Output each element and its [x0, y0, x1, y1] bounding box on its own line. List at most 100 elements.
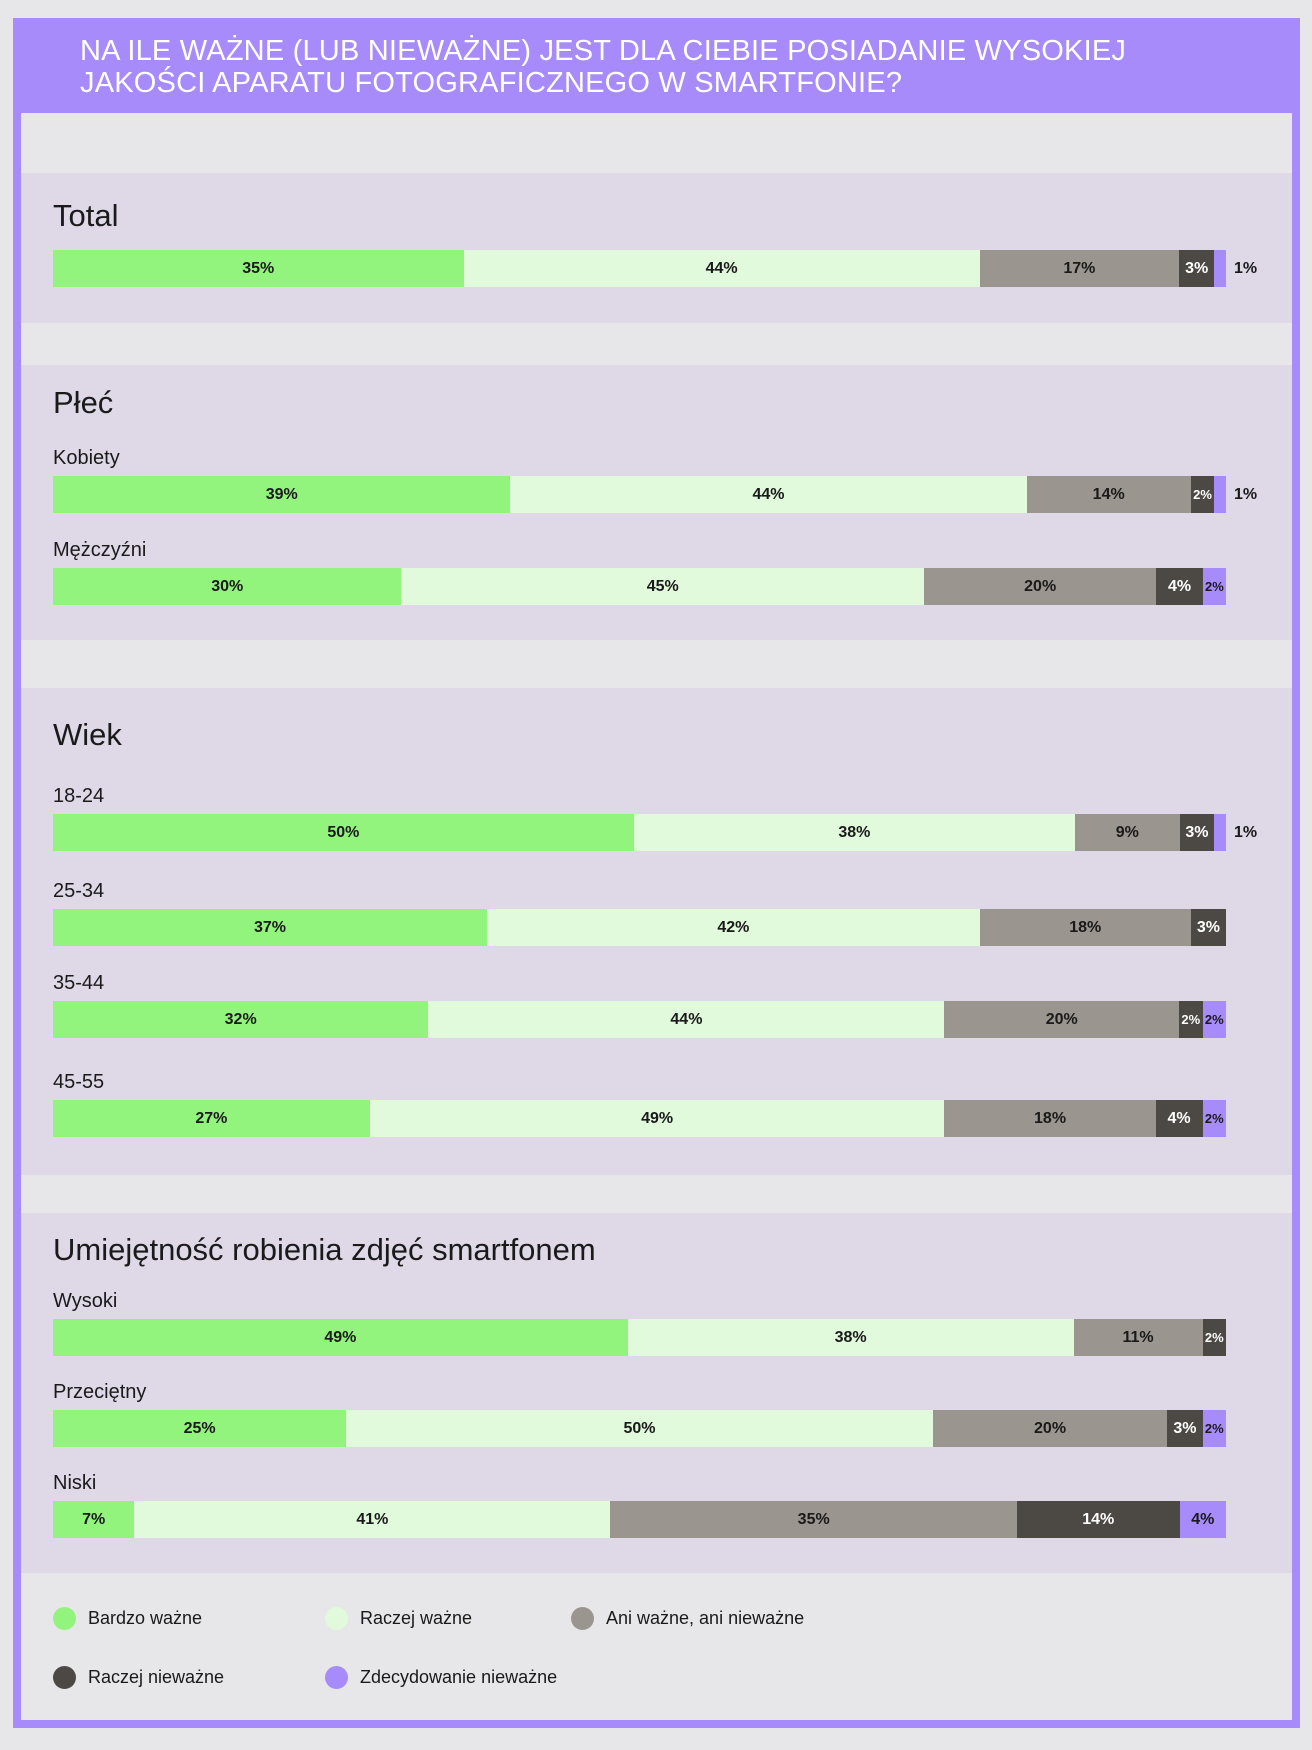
legend-item: Ani ważne, ani nieważne	[571, 1607, 804, 1630]
bar-segment: 49%	[369, 1100, 945, 1137]
bar-value-label: 2%	[1204, 579, 1224, 594]
bar-value-label: 18%	[1069, 918, 1102, 936]
bar-segment: 35%	[53, 250, 464, 287]
bar-segment: 17%	[979, 250, 1180, 287]
bar-value-label: 14%	[1082, 1510, 1115, 1528]
group-title: Wiek	[53, 717, 122, 752]
bar-segment: 11%	[1073, 1319, 1203, 1356]
stacked-bar: 7% 41% 35% 14% 4%	[53, 1501, 1226, 1538]
bar-value-label: 2%	[1204, 1111, 1224, 1126]
bar-value-label: 49%	[324, 1328, 357, 1346]
legend-item: Bardzo ważne	[53, 1607, 202, 1630]
bar-value-label: 27%	[195, 1109, 228, 1127]
bar-segment: 4%	[1155, 1100, 1203, 1137]
bar-segment: 3%	[1179, 250, 1215, 287]
bar-value-label: 3%	[1185, 259, 1209, 277]
bar-value-label: 30%	[211, 577, 244, 595]
legend-label: Ani ważne, ani nieważne	[606, 1608, 805, 1628]
bar-segment: 25%	[53, 1410, 347, 1447]
bar-value-label: 20%	[1024, 577, 1057, 595]
row-label: 45-55	[53, 1071, 105, 1093]
bar-value-label: 41%	[356, 1510, 389, 1528]
bar-value-label: 2%	[1193, 487, 1212, 502]
bar-segment: 20%	[924, 568, 1157, 605]
bar-value-label: 44%	[705, 259, 738, 277]
bar-segment: 2%	[1202, 1001, 1226, 1038]
legend-item: Raczej nieważne	[53, 1666, 224, 1689]
group-title: Płeć	[53, 385, 114, 420]
bar-segment: 2%	[1202, 1410, 1226, 1447]
bar-value-label: 49%	[641, 1109, 674, 1127]
row-label: 25-34	[53, 880, 105, 902]
bar-segment: 42%	[487, 909, 980, 946]
stacked-bar: 37% 42% 18% 3%	[53, 909, 1226, 946]
bar-value-label: 39%	[265, 485, 298, 503]
bar-segment: 50%	[346, 1410, 933, 1447]
bar-value-label: 17%	[1063, 259, 1096, 277]
bar-segment: 27%	[53, 1100, 370, 1137]
legend-swatch	[325, 1607, 348, 1630]
bar-value-label: 20%	[1045, 1010, 1078, 1028]
bar-value-label: 42%	[717, 918, 750, 936]
row-label: Przeciętny	[53, 1381, 147, 1403]
legend-label: Raczej ważne	[360, 1608, 473, 1628]
bar-segment: 14%	[1026, 476, 1191, 513]
bar-value-label: 14%	[1092, 485, 1125, 503]
bar-segment: 4%	[1156, 568, 1203, 605]
bar-segment: 32%	[53, 1001, 429, 1038]
legend-swatch	[325, 1666, 348, 1689]
bar-value-label: 38%	[838, 823, 871, 841]
row-label: Kobiety	[53, 447, 120, 469]
bar-segment: 20%	[944, 1001, 1180, 1038]
bar-value-label: 2%	[1181, 1012, 1201, 1027]
bar-value-label: 50%	[327, 823, 360, 841]
bar-segment: 14%	[1016, 1501, 1180, 1538]
row-label: 35-44	[53, 972, 105, 994]
bar-value-label: 2%	[1204, 1421, 1224, 1436]
bar-segment: 38%	[633, 814, 1075, 851]
bar-value-label: 2%	[1204, 1012, 1224, 1027]
legend-item: Raczej ważne	[325, 1607, 472, 1630]
bar-value-label: 50%	[623, 1419, 656, 1437]
bar-value-label: 25%	[183, 1419, 216, 1437]
bar-value-label: 44%	[752, 485, 785, 503]
bar-value-label: 45%	[646, 577, 679, 595]
row-label: Mężczyźni	[53, 539, 147, 561]
bar-segment: 35%	[610, 1501, 1017, 1538]
bar-value-label: 2%	[1204, 1330, 1224, 1345]
row-label: Niski	[53, 1472, 97, 1494]
legend-label: Zdecydowanie nieważne	[360, 1667, 558, 1687]
bar-segment: 2%	[1202, 1319, 1226, 1356]
stacked-bar: 39% 44% 14% 2% 1%	[53, 476, 1257, 513]
bar-value-label: 44%	[670, 1010, 703, 1028]
stacked-bar: 25% 50% 20% 3% 2%	[53, 1410, 1226, 1447]
bar-segment: 18%	[979, 909, 1191, 946]
stacked-bar: 30% 45% 20% 4% 2%	[53, 568, 1226, 605]
row-label: Wysoki	[53, 1290, 118, 1312]
bar-segment: 2%	[1190, 476, 1215, 513]
legend-swatch	[571, 1607, 594, 1630]
bar-segment: 37%	[53, 909, 487, 946]
bar-value-label: 35%	[242, 259, 275, 277]
bar-value-label: 1%	[1234, 485, 1258, 503]
bar-value-label: 4%	[1167, 1109, 1191, 1127]
bar-value-label: 32%	[224, 1010, 257, 1028]
bar-segment: 18%	[944, 1100, 1156, 1137]
bar-segment: 44%	[463, 250, 980, 287]
legend-item: Zdecydowanie nieważne	[325, 1666, 557, 1689]
bar-segment	[1214, 476, 1226, 513]
bar-segment: 30%	[53, 568, 402, 605]
bar-segment: 44%	[510, 476, 1027, 513]
bar-segment	[1214, 814, 1226, 851]
stacked-bar: 49% 38% 11% 2%	[53, 1319, 1226, 1356]
bar-segment: 45%	[401, 568, 925, 605]
legend-label: Raczej nieważne	[88, 1667, 225, 1687]
bar-value-label: 1%	[1234, 259, 1258, 277]
bar-segment: 9%	[1075, 814, 1180, 851]
bar-value-label: 20%	[1034, 1419, 1067, 1437]
stacked-bar: 32% 44% 20% 2% 2%	[53, 1001, 1226, 1038]
stacked-bar: 50% 38% 9% 3% 1%	[53, 814, 1257, 851]
group-title: Total	[53, 198, 119, 233]
bar-value-label: 38%	[834, 1328, 867, 1346]
row-label: 18-24	[53, 785, 105, 807]
